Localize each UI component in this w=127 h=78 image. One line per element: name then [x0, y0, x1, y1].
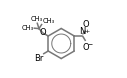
Text: Br: Br [34, 54, 43, 63]
Text: O: O [82, 43, 89, 52]
Text: CH₃: CH₃ [31, 16, 43, 22]
Text: +: + [84, 29, 89, 34]
Text: CH₃: CH₃ [21, 25, 33, 31]
Text: CH₃: CH₃ [42, 18, 54, 24]
Text: −: − [87, 42, 92, 47]
Text: O: O [82, 20, 89, 29]
Text: N: N [79, 27, 86, 36]
Text: O: O [39, 28, 46, 37]
